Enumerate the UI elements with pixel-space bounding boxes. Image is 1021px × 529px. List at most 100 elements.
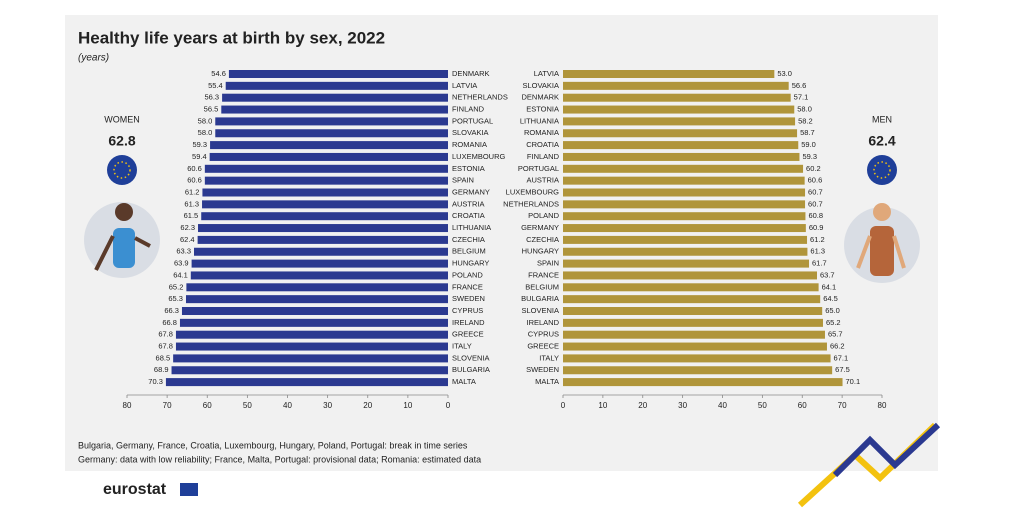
bar: [563, 259, 810, 268]
value-label: 63.3: [176, 247, 191, 256]
category-label: BELGIUM: [452, 247, 486, 256]
value-label: 60.6: [808, 176, 823, 185]
value-label: 53.0: [777, 69, 792, 78]
x-tick-label: 70: [838, 401, 847, 410]
value-label: 60.6: [187, 164, 202, 173]
value-label: 59.0: [801, 140, 816, 149]
chart-title: Healthy life years at birth by sex, 2022: [78, 28, 385, 47]
bar: [563, 271, 818, 280]
category-label: LUXEMBOURG: [506, 187, 560, 196]
x-tick-label: 20: [638, 401, 647, 410]
bar: [563, 378, 843, 387]
value-label: 60.7: [808, 199, 823, 208]
value-label: 65.7: [828, 330, 843, 339]
category-label: CZECHIA: [452, 235, 485, 244]
category-label: POLAND: [528, 211, 559, 220]
value-label: 64.5: [823, 294, 838, 303]
value-label: 65.2: [169, 282, 184, 291]
category-label: BULGARIA: [452, 365, 490, 374]
category-label: FINLAND: [527, 152, 560, 161]
category-label: SLOVAKIA: [452, 128, 489, 137]
value-label: 61.2: [810, 235, 825, 244]
value-label: 60.8: [808, 211, 823, 220]
chart-subtitle: (years): [78, 53, 109, 64]
bar: [210, 141, 448, 150]
bar: [173, 354, 449, 363]
bar: [563, 117, 796, 126]
bar: [563, 366, 833, 375]
bar: [563, 295, 821, 304]
value-label: 60.2: [806, 164, 821, 173]
category-label: SLOVAKIA: [522, 81, 559, 90]
value-label: 56.6: [792, 81, 807, 90]
category-label: IRELAND: [526, 318, 559, 327]
note: Germany: data with low reliability; Fran…: [78, 454, 481, 464]
bar: [563, 176, 805, 185]
value-label: 64.1: [822, 282, 837, 291]
category-label: POLAND: [452, 270, 483, 279]
category-label: FRANCE: [452, 282, 483, 291]
bar: [201, 212, 448, 221]
value-label: 66.8: [162, 318, 177, 327]
bar: [563, 235, 808, 244]
value-label: 57.1: [794, 93, 809, 102]
bar: [563, 283, 819, 292]
average-value: 62.8: [108, 133, 135, 149]
average-value: 62.4: [868, 133, 895, 149]
x-tick-label: 70: [163, 401, 172, 410]
bar: [198, 224, 448, 233]
category-label: SWEDEN: [452, 294, 485, 303]
category-label: MALTA: [452, 377, 476, 386]
category-label: SLOVENIA: [452, 353, 490, 362]
eu-stars: [113, 161, 131, 179]
value-label: 68.5: [156, 353, 171, 362]
category-label: NETHERLANDS: [452, 93, 508, 102]
bar: [175, 342, 448, 351]
bar: [191, 259, 448, 268]
bar: [563, 342, 827, 351]
category-label: CYPRUS: [452, 306, 483, 315]
category-label: GREECE: [527, 342, 559, 351]
category-label: NETHERLANDS: [503, 199, 559, 208]
bar: [221, 105, 448, 114]
bar: [209, 152, 448, 161]
value-label: 59.3: [802, 152, 817, 161]
x-tick-label: 60: [203, 401, 212, 410]
category-label: DENMARK: [452, 69, 490, 78]
category-label: BULGARIA: [521, 294, 559, 303]
value-label: 61.3: [810, 247, 825, 256]
category-label: SPAIN: [537, 259, 559, 268]
bar: [165, 378, 448, 387]
category-label: GERMANY: [521, 223, 559, 232]
value-label: 66.3: [164, 306, 179, 315]
value-label: 70.3: [148, 377, 163, 386]
value-label: 61.2: [185, 187, 200, 196]
logo-flag: [180, 483, 198, 496]
value-label: 56.3: [204, 93, 219, 102]
bar: [222, 93, 448, 102]
value-label: 60.6: [187, 176, 202, 185]
bar: [204, 164, 448, 173]
value-label: 60.7: [808, 187, 823, 196]
decoration: [832, 422, 941, 478]
bar: [215, 129, 448, 138]
value-label: 68.9: [154, 365, 169, 374]
bar: [204, 176, 448, 185]
woman-figure: [84, 202, 160, 278]
value-label: 67.5: [835, 365, 850, 374]
category-label: ITALY: [452, 342, 472, 351]
bar: [225, 81, 448, 90]
bar: [186, 283, 448, 292]
category-label: PORTUGAL: [452, 116, 493, 125]
category-label: AUSTRIA: [526, 176, 559, 185]
x-tick-label: 40: [718, 401, 727, 410]
bar: [175, 330, 448, 339]
category-label: PORTUGAL: [518, 164, 559, 173]
value-label: 65.3: [168, 294, 183, 303]
category-label: LATVIA: [534, 69, 559, 78]
value-label: 61.7: [812, 259, 827, 268]
category-label: HUNGARY: [452, 259, 489, 268]
category-label: LITHUANIA: [452, 223, 491, 232]
value-label: 58.0: [198, 116, 213, 125]
value-label: 58.0: [198, 128, 213, 137]
